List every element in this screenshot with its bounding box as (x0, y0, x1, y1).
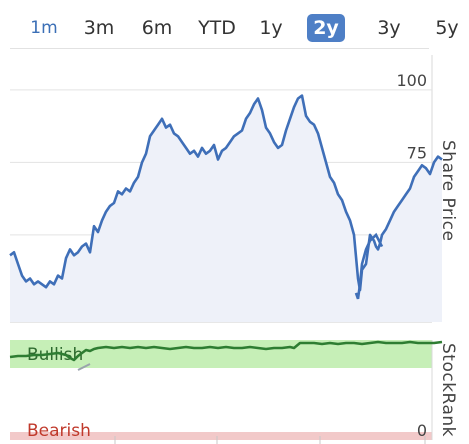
bearish-zone-label: Bearish (27, 421, 91, 441)
bearish-zone (10, 432, 432, 440)
price-tick-label: 75 (407, 143, 427, 162)
range-button-3m[interactable]: 3m (83, 17, 115, 39)
stockrank-grey-segment (77, 363, 91, 371)
range-button-1m[interactable]: 1m (30, 18, 58, 38)
stockrank-axis-label: StockRank (438, 343, 458, 438)
range-button-ytd[interactable]: YTD (198, 17, 236, 39)
price-area-fill (10, 95, 442, 322)
price-dip-segment (354, 232, 384, 300)
time-range-selector: 1m 3m 6m YTD 1y 2y 3y 5y (0, 8, 469, 42)
range-button-2y[interactable]: 2y (307, 14, 345, 42)
stockrank-series-line (9, 340, 443, 362)
range-button-1y[interactable]: 1y (259, 17, 283, 39)
price-tick-label: 100 (396, 71, 427, 90)
share-price-axis-label: Share Price (438, 140, 458, 242)
price-series-line (9, 94, 443, 292)
range-button-3y[interactable]: 3y (377, 17, 401, 39)
chart-top-rule (10, 48, 429, 49)
bullish-zone-label: Bullish (27, 345, 83, 365)
range-button-5y[interactable]: 5y (435, 17, 459, 39)
range-button-6m[interactable]: 6m (141, 17, 173, 39)
rank-tick-label: 0 (417, 421, 427, 440)
